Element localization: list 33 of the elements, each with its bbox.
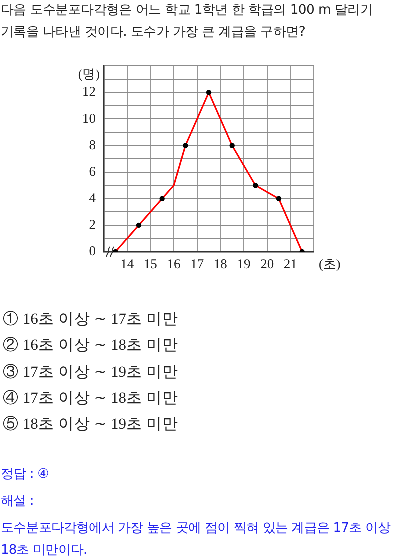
x-tick-label: 21 — [284, 256, 298, 272]
text: ④ 17초 이상 ∼ 18초 미만 — [3, 388, 180, 409]
x-axis-title: (초) — [319, 256, 341, 272]
text: ③ 17초 이상 ∼ 19초 미만 — [3, 362, 180, 383]
text: 해설 : — [1, 493, 35, 511]
point — [206, 90, 212, 96]
text: 정답 : ④ — [1, 466, 50, 484]
y-tick-label: 2 — [89, 216, 96, 232]
point — [276, 196, 282, 202]
y-tick-label: 6 — [89, 164, 96, 179]
x-tick-label: 17 — [190, 256, 204, 272]
y-tick-label: 8 — [89, 137, 96, 152]
point — [253, 183, 258, 188]
y-tick-label: 4 — [89, 190, 96, 206]
x-tick-label: 19 — [237, 256, 251, 272]
x-tick-label: 18 — [214, 256, 228, 272]
point — [230, 143, 235, 148]
x-tick-label: 16 — [167, 256, 181, 272]
x-tick-label: 20 — [260, 256, 274, 272]
chart-title: 다음 도수분포다각형은 어느 학교 1학년 한 학급의 100 m 달리기 기록을 나타낸 것이다. 도수가 가장 큰 계급을 구하면? — [1, 2, 374, 42]
y-axis-title: (명) — [78, 66, 100, 82]
text: 도수분포다각형에서 가장 높은 곳에 점이 찍혀 있는 계급은 17초 이상 18초 미만이다. — [1, 520, 392, 559]
point — [183, 143, 188, 148]
y-tick-label: 10 — [82, 110, 96, 126]
point — [160, 196, 165, 202]
y-tick-label: 12 — [82, 84, 96, 100]
text: ⑤ 18초 이상 ∼ 19초 미만 — [3, 415, 180, 436]
y-tick-label: 0 — [89, 244, 96, 259]
point — [136, 222, 142, 228]
x-tick-label: 15 — [144, 256, 158, 272]
text: ① 16초 이상 ∼ 17초 미만 — [3, 310, 180, 330]
x-tick-label: 14 — [120, 256, 134, 272]
text: ② 16초 이상 ∼ 18초 미만 — [3, 336, 180, 356]
